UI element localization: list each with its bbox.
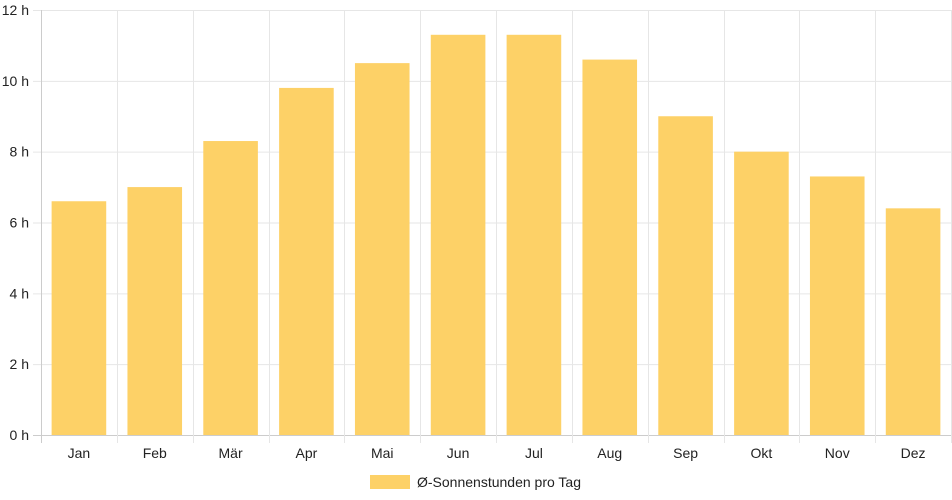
y-tick-label: 10 h [2,73,29,89]
bar[interactable] [279,87,334,436]
bar[interactable] [354,63,410,435]
bar[interactable] [582,59,638,435]
bar[interactable] [885,208,941,435]
bar[interactable] [734,151,789,435]
y-tick-label: 0 h [10,427,29,443]
y-tick-label: 4 h [10,285,29,301]
bar[interactable] [127,187,183,435]
grid [33,10,952,443]
y-tick-label: 6 h [10,215,29,231]
bar[interactable] [658,116,713,435]
x-tick-label: Dez [901,445,926,461]
x-tick-label: Apr [296,445,318,461]
x-axis: Jan Feb Mär Apr Mai Jun Jul Aug Sep Okt Nov Dez [68,445,926,461]
legend: Ø-Sonnenstunden pro Tag [370,474,581,490]
x-tick-label: Nov [825,445,850,461]
x-tick-label: Aug [597,445,622,461]
legend-swatch [370,475,410,489]
bar[interactable] [809,176,865,436]
y-tick-label: 2 h [10,356,29,372]
y-axis: 0 h 2 h 4 h 6 h 8 h 10 h 12 h [2,2,29,443]
x-tick-label: Sep [673,445,698,461]
x-tick-label: Feb [143,445,167,461]
x-tick-label: Mär [219,445,243,461]
x-tick-label: Jan [68,445,91,461]
bar[interactable] [430,34,486,436]
bars [51,34,941,436]
x-tick-label: Mai [371,445,394,461]
x-tick-label: Jun [447,445,470,461]
bar[interactable] [203,141,258,435]
y-tick-label: 12 h [2,2,29,18]
legend-label: Ø-Sonnenstunden pro Tag [417,474,581,490]
x-tick-label: Okt [751,445,773,461]
bar[interactable] [506,34,562,436]
y-tick-label: 8 h [10,144,29,160]
bar[interactable] [51,201,107,435]
x-tick-label: Jul [525,445,543,461]
